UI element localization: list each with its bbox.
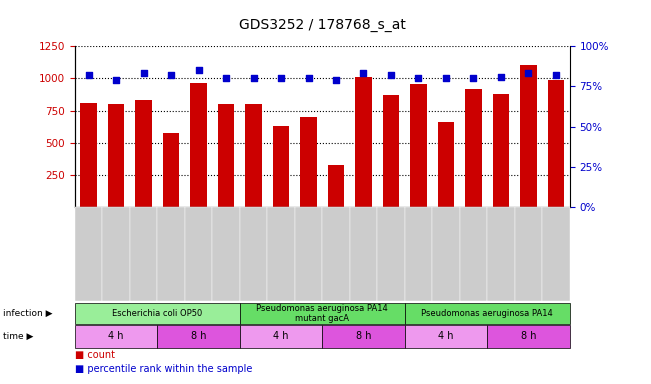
Point [468,75,478,81]
Bar [80,103,97,207]
Point [139,70,149,76]
Text: Pseudomonas aeruginosa PA14
mutant gacA: Pseudomonas aeruginosa PA14 mutant gacA [256,304,388,323]
Point [83,72,94,78]
Text: GDS3252 / 178768_s_at: GDS3252 / 178768_s_at [239,18,406,32]
Bar [163,132,179,207]
Point [303,75,314,81]
Point [551,72,561,78]
Text: 4 h: 4 h [438,331,454,341]
Text: 4 h: 4 h [108,331,124,341]
Point [193,67,204,73]
Text: ■ count: ■ count [75,350,115,360]
Point [276,75,286,81]
Bar [273,126,289,207]
Point [248,75,258,81]
Bar [245,104,262,207]
Bar [465,89,482,207]
Text: 8 h: 8 h [521,331,536,341]
Text: Pseudomonas aeruginosa PA14: Pseudomonas aeruginosa PA14 [421,309,553,318]
Point [523,70,534,76]
Text: 8 h: 8 h [191,331,206,341]
Bar [218,104,234,207]
Bar [355,77,372,207]
Bar [520,65,536,207]
Bar [300,117,317,207]
Point [413,75,424,81]
Bar [437,122,454,207]
Point [495,74,506,80]
Bar [547,79,564,207]
Point [441,75,451,81]
Text: 8 h: 8 h [355,331,371,341]
Text: Escherichia coli OP50: Escherichia coli OP50 [112,309,202,318]
Bar [410,84,426,207]
Text: 4 h: 4 h [273,331,289,341]
Text: time ▶: time ▶ [3,332,34,341]
Point [221,75,231,81]
Bar [108,104,124,207]
Bar [383,95,399,207]
Point [331,77,341,83]
Point [111,77,121,83]
Text: infection ▶: infection ▶ [3,309,53,318]
Text: ■ percentile rank within the sample: ■ percentile rank within the sample [75,364,252,374]
Bar [327,166,344,207]
Point [358,70,368,76]
Bar [135,100,152,207]
Bar [493,94,509,207]
Bar [190,83,207,207]
Point [386,72,396,78]
Point [166,72,176,78]
